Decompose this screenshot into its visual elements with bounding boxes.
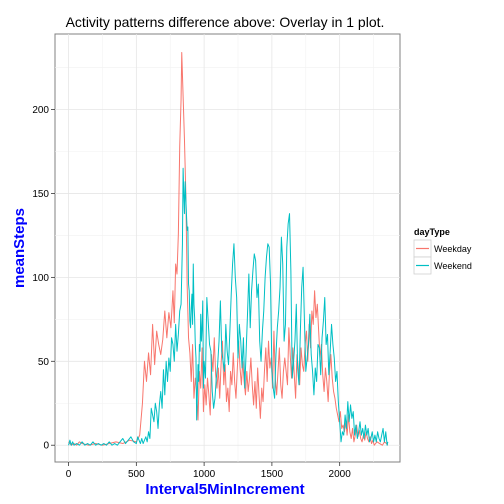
series-line-weekend [68,167,389,446]
series-lines [68,51,389,446]
series-line-weekday [68,51,389,446]
legend-label-weekday: Weekday [434,244,472,254]
x-tick-label: 1000 [193,469,216,480]
x-axis-label: Interval5MinIncrement [145,481,304,498]
legend-title: dayType [414,227,450,237]
y-tick-label: 0 [43,441,49,452]
legend: dayType Weekday Weekend [413,227,472,275]
y-axis-label: meanSteps [11,208,28,288]
x-tick-label: 2000 [329,469,352,480]
y-axis-ticks: 0 50 100 150 200 [32,105,55,452]
x-tick-label: 0 [66,469,72,480]
chart-title: Activity patterns difference above: Over… [66,14,385,30]
legend-key-weekend [413,256,432,275]
x-tick-label: 1500 [261,469,284,480]
y-tick-label: 100 [32,273,49,284]
y-tick-label: 200 [32,105,49,116]
plot-panel [54,33,401,463]
y-tick-label: 150 [32,189,49,200]
legend-label-weekend: Weekend [434,261,472,271]
minor-gridlines [55,34,400,462]
y-tick-label: 50 [38,357,50,368]
x-axis-ticks: 0 500 1000 1500 2000 [66,462,351,480]
x-tick-label: 500 [128,469,145,480]
legend-items: Weekday Weekend [413,239,472,275]
legend-key-weekday [413,239,432,258]
